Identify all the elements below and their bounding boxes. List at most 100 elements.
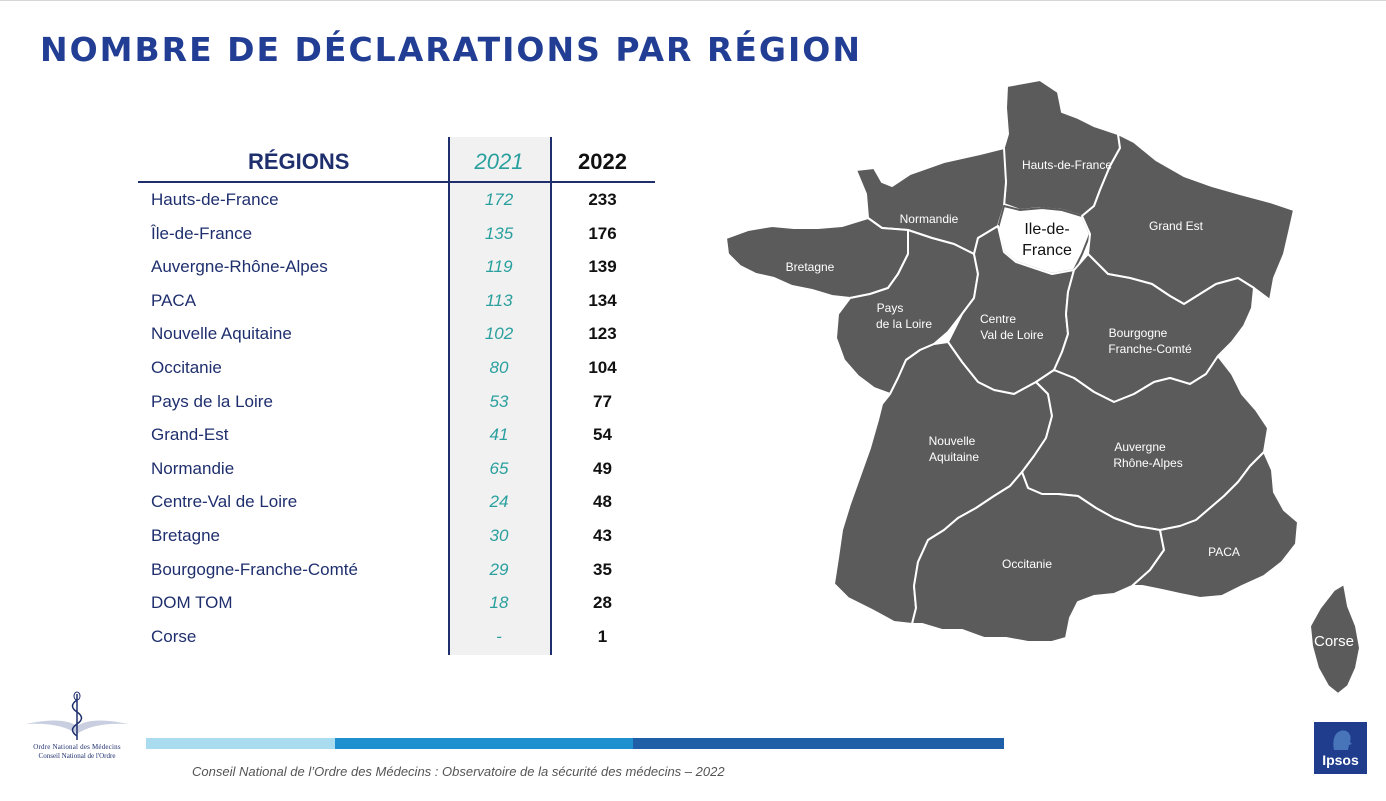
region-name: Bourgogne-Franche-Comté [151,559,358,579]
region-name: DOM TOM [151,593,233,613]
table-row: Grand-Est 41 54 [138,418,655,451]
table-row: Île-de-France 135 176 [138,217,655,250]
column-divider-left [448,137,450,655]
value-2022: 139 [588,257,617,277]
table-row: PACA 113 134 [138,284,655,317]
label-nouvelle-aquitaine-line1: Nouvelle [929,434,976,448]
table-row: Centre-Val de Loire 24 48 [138,485,655,518]
value-2021: 24 [489,492,509,512]
table-row: Pays de la Loire 53 77 [138,385,655,418]
column-2021-background [448,137,550,655]
value-2021: 53 [489,391,509,411]
value-2022: 35 [593,559,612,579]
label-auvergne-line2: Rhône-Alpes [1113,456,1182,470]
value-2021: 18 [489,593,509,613]
value-2021: 41 [489,425,509,445]
value-2021: 65 [489,458,509,478]
table-row: Bretagne 30 43 [138,519,655,552]
value-2022: 43 [593,526,612,545]
label-auvergne-line1: Auvergne [1114,440,1166,454]
label-centre-line2: Val de Loire [980,328,1043,342]
top-divider [0,0,1386,1]
region-name: Nouvelle Aquitaine [151,324,292,344]
table-row: Auvergne-Rhône-Alpes 119 139 [138,250,655,283]
region-name: Grand-Est [151,425,229,445]
label-paca: PACA [1208,545,1240,559]
footer-bar-dark [633,738,1004,749]
onm-logo: Ordre National des Médecins Conseil Nati… [22,690,132,770]
value-2021: 119 [485,257,513,277]
label-normandie: Normandie [900,212,959,226]
region-name: Normandie [151,458,235,478]
declarations-table: RÉGIONS 2021 2022 Hauts-de-France 172 23… [138,137,655,655]
value-2021: 80 [489,358,509,377]
value-2022: 77 [593,391,612,411]
value-2021: - [496,626,502,646]
table-row: Normandie 65 49 [138,452,655,485]
region-name: Corse [151,626,197,646]
region-name: PACA [151,290,197,310]
header-2021: 2021 [474,149,524,174]
value-2021: 135 [484,223,514,243]
region-name: Bretagne [151,526,220,545]
region-name: Hauts-de-France [151,190,279,209]
label-pays-de-la-loire-line1: Pays [877,301,904,315]
region-bretagne [725,217,909,299]
header-regions: RÉGIONS [248,149,350,174]
footer-bar-mid [335,738,633,749]
value-2022: 54 [593,425,612,445]
table-row: Corse - 1 [138,620,655,653]
table-row: Bourgogne-Franche-Comté 29 35 [138,553,655,586]
value-2021: 172 [484,190,514,209]
value-2022: 28 [593,593,612,613]
label-ile-de-france-line2: France [1022,242,1072,259]
region-name: Pays de la Loire [151,391,273,411]
label-centre-line1: Centre [980,312,1016,326]
value-2021: 30 [489,526,509,545]
value-2022: 104 [588,358,617,377]
label-nouvelle-aquitaine-line2: Aquitaine [929,450,979,464]
region-corse [1309,583,1361,695]
label-occitanie: Occitanie [1002,557,1052,571]
ipsos-head-icon [1333,730,1352,750]
label-bourgogne-line1: Bourgogne [1109,326,1168,340]
region-name: Île-de-France [151,223,253,243]
caduceus-icon [26,691,128,740]
label-hauts-de-france: Hauts-de-France [1022,158,1112,172]
value-2022: 123 [588,324,617,344]
onm-logo-line2: Conseil National de l'Ordre [38,752,116,760]
label-corse: Corse [1314,633,1354,650]
label-bourgogne-line2: Franche-Comté [1108,342,1192,356]
header-underline [138,181,655,183]
footer-source: Conseil National de l’Ordre des Médecins… [192,764,725,779]
value-2022: 48 [593,492,612,512]
table-row: Occitanie 80 104 [138,351,655,384]
table-row: DOM TOM 18 28 [138,586,655,619]
region-name: Auvergne-Rhône-Alpes [151,257,328,277]
value-2021: 29 [489,559,509,579]
ipsos-logo: Ipsos [1314,722,1367,774]
footer-bar-light [146,738,335,749]
region-paca [1131,451,1299,599]
header-2022: 2022 [578,149,627,174]
table-row: Nouvelle Aquitaine 102 123 [138,317,655,350]
region-name: Centre-Val de Loire [151,492,298,512]
value-2021: 102 [484,324,514,344]
ipsos-wordmark: Ipsos [1322,752,1359,768]
label-grand-est: Grand Est [1149,219,1204,233]
label-ile-de-france-line1: Ile-de- [1024,221,1069,238]
value-2022: 1 [597,626,608,646]
value-2022: 233 [588,190,617,209]
value-2021: 113 [485,290,513,310]
value-2022: 134 [588,290,617,310]
onm-logo-line1: Ordre National des Médecins [33,743,121,751]
france-regions-map: Hauts-de-France Normandie Ile-de- France… [722,78,1386,700]
column-divider-right [550,137,552,655]
region-name: Occitanie [151,358,222,377]
table-row: Hauts-de-France 172 233 [138,183,655,216]
page-title: NOMBRE DE DÉCLARATIONS PAR RÉGION [40,30,862,69]
value-2022: 176 [588,223,617,243]
label-pays-de-la-loire-line2: de la Loire [876,317,932,331]
label-bretagne: Bretagne [786,260,835,274]
value-2022: 49 [593,458,612,478]
